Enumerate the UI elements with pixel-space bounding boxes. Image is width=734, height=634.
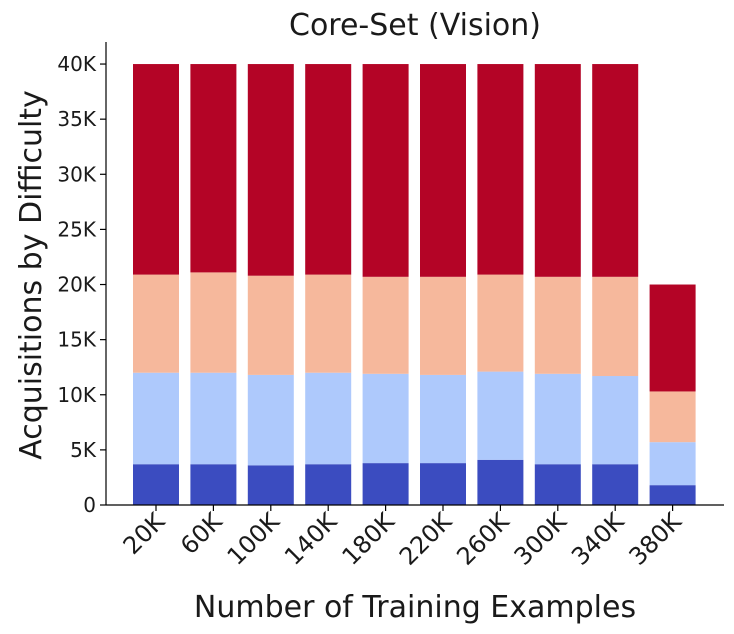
x-tick-label: 220K (394, 507, 458, 571)
bar-segment-140K-s1 (305, 464, 352, 505)
y-tick-label: 30K (57, 162, 96, 186)
bar-segment-220K-s3 (420, 276, 466, 375)
x-tick-label: 380K (624, 507, 688, 571)
y-tick-label: 35K (57, 107, 96, 131)
x-tick-label: 180K (337, 507, 401, 571)
bar-segment-60K-s2 (190, 372, 237, 465)
y-axis: 0 5K 10K 15K 20K 25K 30K 35K 40K (57, 42, 107, 517)
bar-segment-220K-s1 (420, 463, 466, 505)
bar-segment-380K-s4 (649, 284, 696, 392)
bar-segment-260K-s4 (477, 64, 524, 275)
x-tick-label: 260K (451, 507, 515, 571)
bar-segment-340K-s4 (592, 64, 639, 277)
bar-segment-100K-s1 (247, 465, 294, 505)
bar-segment-340K-s2 (592, 376, 639, 465)
bar-segment-380K-s1 (649, 485, 696, 505)
bar-segment-340K-s3 (592, 276, 639, 377)
bar-segment-260K-s2 (477, 371, 524, 460)
bar-segment-60K-s4 (190, 64, 237, 273)
bar-segment-20K-s2 (133, 372, 179, 465)
bar-segment-20K-s4 (133, 64, 179, 275)
bar-segment-260K-s3 (477, 274, 524, 372)
bar-segment-220K-s4 (420, 64, 466, 277)
bar-segment-380K-s3 (649, 391, 696, 443)
y-tick-label: 10K (57, 383, 96, 407)
bar-segment-140K-s4 (305, 64, 352, 275)
bar-segment-100K-s4 (247, 64, 294, 276)
bar-segment-300K-s3 (534, 276, 581, 374)
x-tick-label: 60K (175, 507, 228, 560)
bar-segment-140K-s2 (305, 372, 352, 465)
bar-segment-260K-s1 (477, 459, 524, 505)
bar-segment-60K-s3 (190, 272, 237, 373)
bar-segment-100K-s3 (247, 275, 294, 375)
y-tick-label: 25K (57, 217, 96, 241)
y-tick-label: 5K (70, 438, 97, 462)
bar-segment-180K-s4 (362, 64, 409, 277)
bar-segment-340K-s1 (592, 464, 639, 505)
bar-segment-300K-s4 (534, 64, 581, 277)
x-tick-label: 20K (118, 507, 171, 560)
y-tick-label: 0 (83, 493, 96, 517)
y-tick-label: 40K (57, 52, 96, 76)
bar-segment-220K-s2 (420, 374, 466, 464)
x-tick-label: 300K (509, 507, 573, 571)
bar-segment-100K-s2 (247, 374, 294, 466)
bar-segment-180K-s3 (362, 276, 409, 374)
bar-segment-60K-s1 (190, 464, 237, 505)
x-axis-label: Number of Training Examples (194, 590, 636, 625)
bar-segment-20K-s3 (133, 274, 179, 373)
bar-segment-180K-s2 (362, 373, 409, 464)
bars-group (133, 64, 696, 505)
x-tick-label: 340K (566, 507, 630, 571)
bar-segment-180K-s1 (362, 463, 409, 505)
y-axis-label: Acquisitions by Difficulty (14, 90, 49, 460)
chart-title: Core-Set (Vision) (289, 8, 541, 43)
y-tick-label: 20K (57, 273, 96, 297)
y-tick-label: 15K (57, 328, 96, 352)
bar-segment-300K-s2 (534, 373, 581, 465)
bar-segment-140K-s3 (305, 274, 352, 373)
bar-segment-380K-s2 (649, 442, 696, 486)
bar-segment-20K-s1 (133, 464, 179, 505)
x-tick-label: 100K (222, 507, 286, 571)
bar-segment-300K-s1 (534, 464, 581, 505)
x-tick-label: 140K (279, 507, 343, 571)
